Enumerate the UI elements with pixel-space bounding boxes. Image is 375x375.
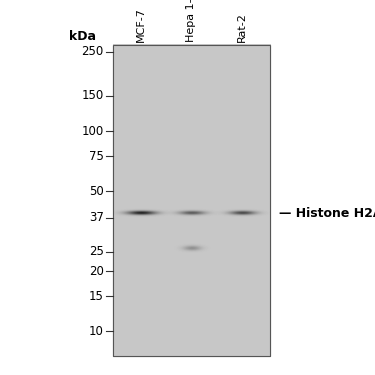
Text: — Histone H2AY: — Histone H2AY — [279, 207, 375, 219]
Text: 250: 250 — [82, 45, 104, 58]
Text: 100: 100 — [82, 125, 104, 138]
Text: 150: 150 — [82, 90, 104, 102]
Bar — [112, 45, 270, 356]
Text: MCF-7: MCF-7 — [136, 7, 146, 42]
Text: 25: 25 — [89, 245, 104, 258]
Text: 10: 10 — [89, 325, 104, 338]
Text: 50: 50 — [89, 185, 104, 198]
Bar — [112, 45, 270, 356]
Text: Rat-2: Rat-2 — [237, 12, 247, 42]
Text: 20: 20 — [89, 264, 104, 278]
Text: 15: 15 — [89, 290, 104, 303]
Text: kDa: kDa — [69, 30, 96, 43]
Text: 75: 75 — [89, 150, 104, 163]
Text: Hepa 1-6: Hepa 1-6 — [186, 0, 196, 42]
Text: 37: 37 — [89, 211, 104, 224]
